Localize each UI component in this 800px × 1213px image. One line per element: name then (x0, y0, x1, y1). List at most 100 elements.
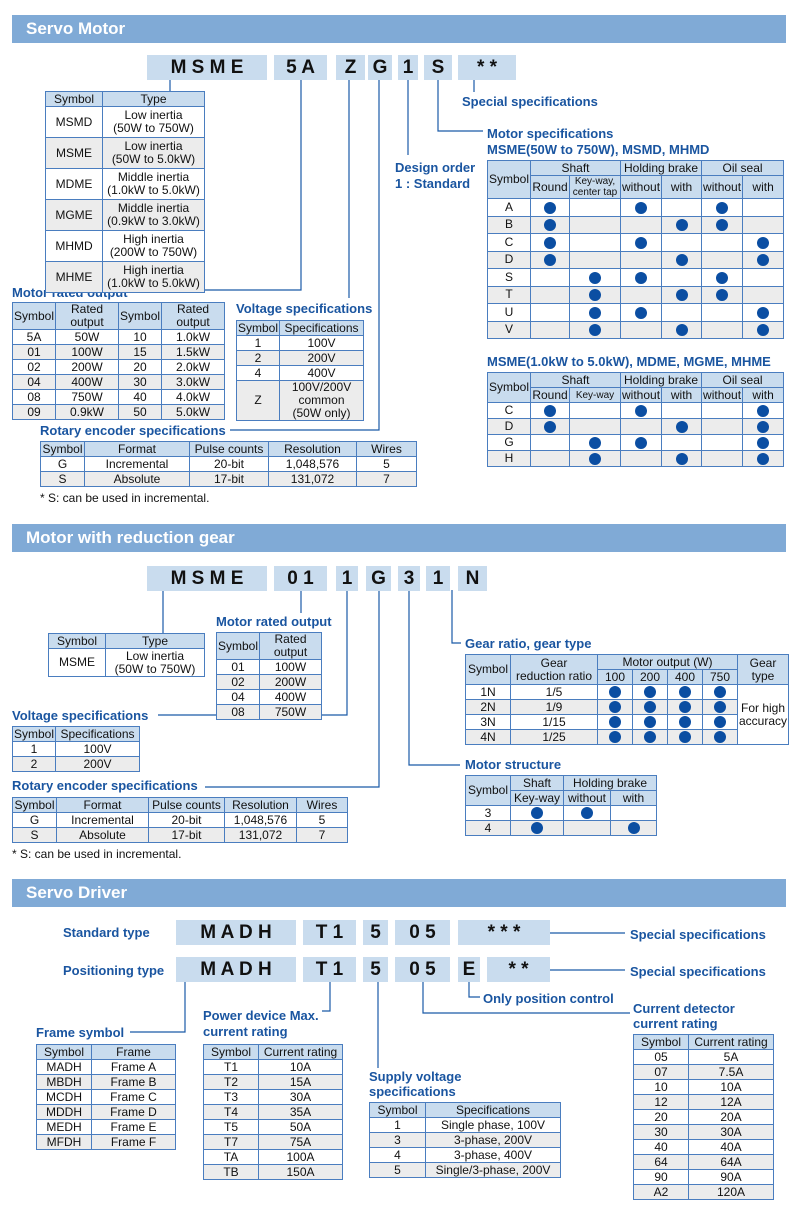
table-cell: 75A (258, 1134, 343, 1150)
table-cell: 04 (11, 374, 57, 390)
availability-cell (661, 250, 703, 269)
dot-icon (635, 271, 648, 284)
table-cell: Middle inertia (0.9kW to 3.0kW) (102, 199, 205, 231)
footnote: * S: can be used in incremental. (12, 847, 182, 861)
dot-icon (589, 271, 602, 284)
column-header: with (742, 387, 785, 403)
column-header: Round (530, 175, 571, 199)
table-cell: 50A (258, 1119, 343, 1135)
availability-cell (597, 699, 633, 715)
dot-icon (679, 731, 691, 744)
dot-icon (757, 324, 770, 337)
table-cell: MCDH (36, 1089, 92, 1105)
availability-cell (661, 215, 703, 234)
table-row: MADH Frame A (36, 1059, 176, 1075)
power-device-table: Symbol Current rating T1 10A T2 15A T3 30A T4 35A… (203, 1044, 343, 1180)
table-row: U (486, 303, 785, 322)
column-header: Symbol (11, 302, 57, 330)
column-header: Round (530, 387, 571, 403)
table-cell: 08 (11, 389, 57, 405)
dot-icon (589, 436, 602, 449)
table-cell: G (40, 456, 85, 472)
table-cell: Middle inertia (1.0kW to 5.0kW) (102, 168, 205, 200)
dot-icon (757, 420, 770, 433)
table-cell: Frame D (91, 1104, 176, 1120)
table-cell: Single/3-phase, 200V (425, 1162, 561, 1178)
availability-cell (610, 805, 657, 821)
dot-icon (675, 420, 688, 433)
rated-output-table: Symbol Rated output Symbol Rated output 5A 50… (11, 302, 226, 420)
column-header: Holding brake (563, 775, 657, 791)
availability-cell (510, 820, 564, 836)
table-cell: 12A (688, 1094, 774, 1110)
dot-icon (635, 404, 648, 417)
code-box-design-order: 1 (398, 55, 418, 80)
table-cell: 120A (688, 1184, 774, 1200)
availability-cell (701, 402, 744, 419)
table-cell: Incremental (56, 812, 149, 828)
dot-icon (679, 716, 691, 729)
table-row: T3 30A (203, 1089, 343, 1105)
encoder-table: Symbol Format Pulse counts Resolution Wires G… (40, 441, 417, 487)
availability-cell (620, 402, 663, 419)
table-cell: 1/9 (510, 699, 598, 715)
table-row: 3 3-phase, 200V (369, 1132, 561, 1148)
table-cell: 131,072 (224, 827, 297, 843)
dot-icon (716, 219, 729, 232)
column-header: with (742, 175, 785, 199)
dot-icon (679, 701, 691, 714)
table-row: G (486, 434, 785, 451)
table-cell: 7 (356, 471, 417, 487)
column-header: Holding brake (620, 160, 703, 176)
availability-cell (530, 418, 571, 435)
label-motor-spec-sub1: MSME(50W to 750W), MSMD, MHMD (487, 142, 710, 157)
availability-cell (667, 714, 703, 730)
column-header: Oil seal (701, 160, 785, 176)
table-cell: S (486, 268, 532, 287)
availability-cell (701, 215, 744, 234)
availability-cell (742, 402, 785, 419)
frame-symbol-table: Symbol Frame MADH Frame A MBDH Frame B MCDH Fra… (36, 1044, 176, 1150)
column-header: Symbol (48, 633, 106, 649)
table-cell: 200V (279, 350, 365, 366)
table-cell: 15A (258, 1074, 343, 1090)
availability-cell (667, 729, 703, 745)
column-header: Shaft (530, 372, 622, 388)
table-cell: Absolute (84, 471, 190, 487)
code-box-rated-output: 0 1 (274, 566, 327, 591)
table-cell: 150A (258, 1164, 343, 1180)
code-box-special: * * * (458, 920, 550, 945)
dot-icon (757, 436, 770, 449)
availability-cell (742, 215, 785, 234)
table-cell: T (486, 285, 532, 304)
table-row: C (486, 233, 785, 252)
column-header: Type (102, 91, 205, 107)
table-row: T7 75A (203, 1134, 343, 1150)
header-row: Symbol Specifications (11, 726, 141, 742)
column-header: Holding brake (620, 372, 703, 388)
dot-icon (644, 731, 656, 744)
motor-spec-table-2: Symbol Shaft Holding brake Oil seal Round Key… (486, 372, 785, 467)
gear-rated-output-table: Symbol Rated output 01 100W 02 200W 04 400W 08 75… (215, 632, 323, 720)
table-cell: 5 (356, 456, 417, 472)
table-row: V (486, 320, 785, 339)
table-row: 08 750W (215, 704, 323, 720)
code-box-frame: M A D H (176, 957, 296, 982)
column-header: Oil seal (701, 372, 785, 388)
column-header: Symbol (12, 797, 57, 813)
availability-cell (620, 303, 663, 322)
column-header: with (661, 387, 703, 403)
column-header: Symbol (118, 302, 163, 330)
supply-voltage-table: Symbol Specifications 1 Single phase, 100V 3… (369, 1102, 561, 1178)
header-row: Symbol Current rating (633, 1034, 774, 1050)
table-row: MHMD High inertia (200W to 750W) (45, 230, 205, 262)
dot-icon (714, 701, 726, 714)
table-row: G Incremental 20-bit 1,048,576 5 (40, 456, 417, 472)
availability-cell (701, 320, 744, 339)
dot-icon (609, 686, 621, 699)
header-row: Symbol Rated output (215, 632, 323, 660)
table-cell: 10A (258, 1059, 343, 1075)
dot-icon (679, 686, 691, 699)
motor-structure-table: Symbol Shaft Holding brake Key-way without wi… (465, 775, 657, 836)
